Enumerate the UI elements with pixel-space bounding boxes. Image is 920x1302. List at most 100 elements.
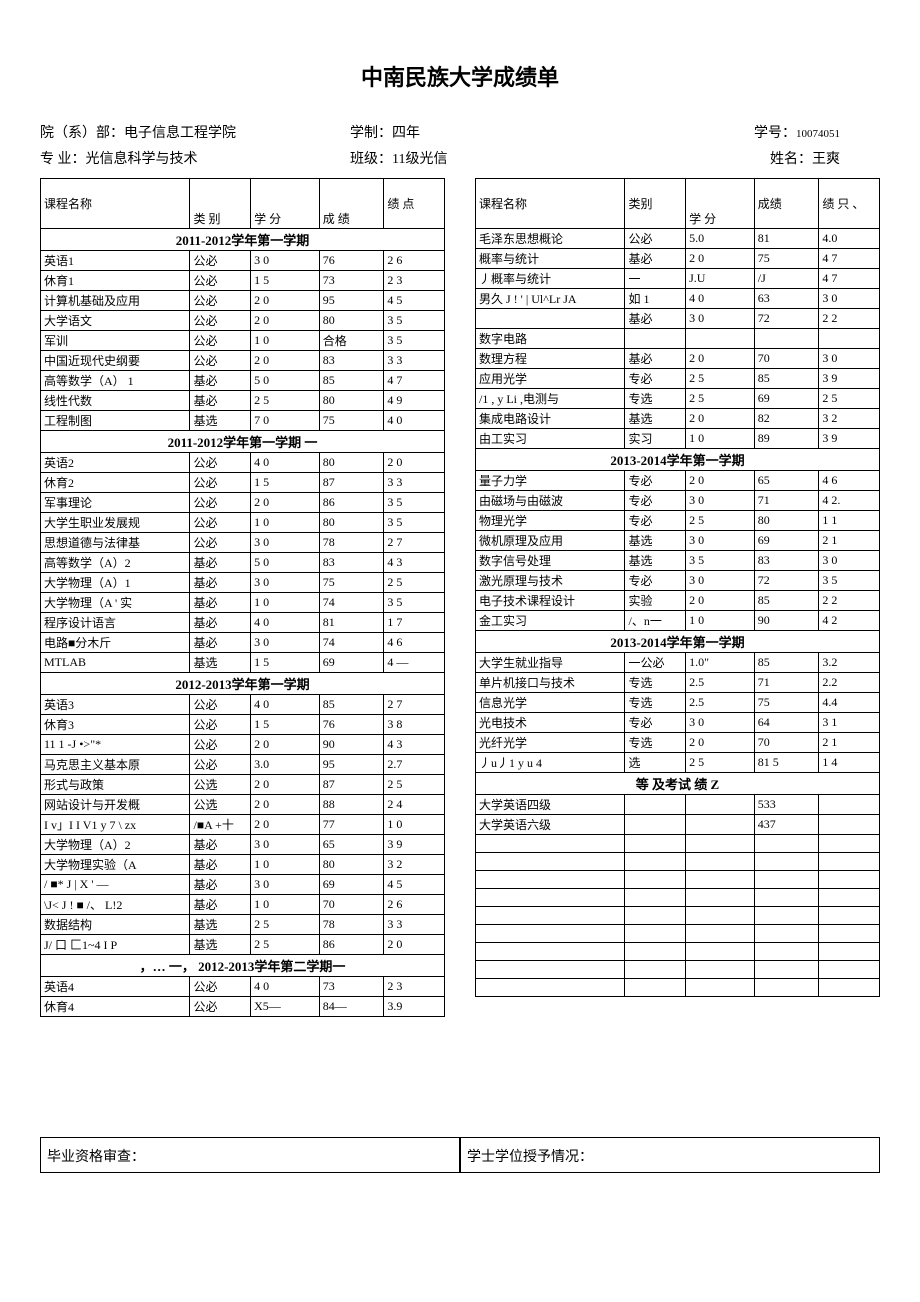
cell-course: 军事理论: [41, 493, 190, 513]
cell-type: 公必: [190, 271, 251, 291]
cell-score: 73: [319, 271, 384, 291]
cell-credit: 2 0: [686, 591, 755, 611]
cell-score: 85: [754, 369, 819, 389]
cell-credit: 3 0: [686, 571, 755, 591]
cell-course: 概率与统计: [476, 249, 625, 269]
cell-course: 由工实习: [476, 429, 625, 449]
cell-gpa: 3 5: [384, 513, 445, 533]
cell-credit: 2 0: [686, 471, 755, 491]
cell-type: 实验: [625, 591, 686, 611]
cell-course: 光电技术: [476, 713, 625, 733]
cell-score: [754, 889, 819, 907]
cell-type: [625, 871, 686, 889]
cell-course: / ■* J | X ' —: [41, 875, 190, 895]
cell-course: [476, 835, 625, 853]
cell-type: 基必: [190, 855, 251, 875]
cell-credit: [686, 961, 755, 979]
table-row: 休育3公必1 5763 8: [41, 715, 445, 735]
cell-type: 一: [625, 269, 686, 289]
table-row: 程序设计语言基必4 0811 7: [41, 613, 445, 633]
cell-type: 专选: [625, 693, 686, 713]
cell-course: 中国近现代史纲要: [41, 351, 190, 371]
th-type-r: 类别: [625, 179, 686, 229]
cell-score: 75: [754, 249, 819, 269]
cell-gpa: 2 5: [384, 573, 445, 593]
cell-type: 公必: [190, 695, 251, 715]
cell-course: 英语1: [41, 251, 190, 271]
cell-score: 80: [319, 513, 384, 533]
cell-course: 大学英语四级: [476, 795, 625, 815]
cell-course: I v」I I V1 y 7 \ zx: [41, 815, 190, 835]
cell-gpa: 4 6: [384, 633, 445, 653]
cell-score: [754, 853, 819, 871]
table-row: 集成电路设计基选2 0823 2: [476, 409, 880, 429]
cell-gpa: 2.2: [819, 673, 880, 693]
cell-score: 85: [754, 591, 819, 611]
cell-course: 电路■分木斤: [41, 633, 190, 653]
cell-score: 90: [319, 735, 384, 755]
cell-type: 实习: [625, 429, 686, 449]
cell-course: 休育2: [41, 473, 190, 493]
cell-course: MTLAB: [41, 653, 190, 673]
cell-score: 87: [319, 775, 384, 795]
table-row: 丿u丿1 y u 4选2 581 51 4: [476, 753, 880, 773]
cell-type: 基选: [190, 915, 251, 935]
cell-gpa: 2 6: [384, 895, 445, 915]
semester-header: 2011-2012学年第一学期 一: [41, 431, 445, 453]
cell-score: 87: [319, 473, 384, 493]
cell-gpa: [819, 329, 880, 349]
cell-gpa: 4 6: [819, 471, 880, 491]
table-row: 网站设计与开发概公选2 0882 4: [41, 795, 445, 815]
cell-score: 80: [319, 855, 384, 875]
cell-gpa: 3 3: [384, 915, 445, 935]
left-table: 课程名称 类 别 学 分 成 绩 绩 点 2011-2012学年第一学期英语1公…: [40, 178, 445, 1017]
cell-score: 83: [319, 553, 384, 573]
table-row: [476, 907, 880, 925]
cell-credit: 3 0: [251, 633, 320, 653]
cell-gpa: 3 9: [384, 835, 445, 855]
cell-credit: 2 0: [251, 291, 320, 311]
cell-credit: 4 0: [686, 289, 755, 309]
cell-type: 基必: [625, 309, 686, 329]
table-row: 工程制图基选7 0754 0: [41, 411, 445, 431]
cell-score: 72: [754, 571, 819, 591]
cell-score: 80: [319, 453, 384, 473]
cell-credit: [686, 979, 755, 997]
table-row: 线性代数基必2 5804 9: [41, 391, 445, 411]
name-label: 姓名：: [770, 152, 812, 167]
cell-score: 84—: [319, 997, 384, 1017]
footer: 毕业资格审查： 学士学位授予情况：: [40, 1137, 880, 1173]
cell-credit: 2 0: [686, 733, 755, 753]
cell-credit: 5.0: [686, 229, 755, 249]
cell-score: /J: [754, 269, 819, 289]
cell-gpa: 4 2: [819, 611, 880, 631]
cell-type: /、n一: [625, 611, 686, 631]
cell-credit: 2 5: [251, 391, 320, 411]
cell-credit: [686, 871, 755, 889]
table-row: /1 , y Li ,电测与专选2 5692 5: [476, 389, 880, 409]
cell-course: 网站设计与开发概: [41, 795, 190, 815]
cell-type: 公必: [190, 755, 251, 775]
cell-gpa: 3 0: [819, 349, 880, 369]
cell-score: [754, 835, 819, 853]
cell-credit: 1 0: [251, 331, 320, 351]
major-value: 光信息科学与技术: [86, 152, 198, 167]
footer-right: 学士学位授予情况：: [460, 1137, 880, 1173]
cell-credit: 1 0: [251, 895, 320, 915]
cell-credit: 2 5: [686, 369, 755, 389]
cell-type: 公选: [190, 795, 251, 815]
cell-score: [754, 925, 819, 943]
cell-course: 休育1: [41, 271, 190, 291]
duration-value: 四年: [392, 126, 420, 141]
table-row: 电子技术课程设计实验2 0852 2: [476, 591, 880, 611]
table-row: 11 1 -J •>"*公必2 0904 3: [41, 735, 445, 755]
semester-header-row: ，… 一， 2012-2013学年第二学期一: [41, 955, 445, 977]
table-row: 高等数学（A）2基必5 0834 3: [41, 553, 445, 573]
cell-type: 基必: [190, 593, 251, 613]
cell-score: 75: [319, 573, 384, 593]
cell-credit: 7 0: [251, 411, 320, 431]
cell-score: 85: [319, 695, 384, 715]
cell-gpa: 2 0: [384, 453, 445, 473]
cell-credit: 4 0: [251, 695, 320, 715]
cell-type: 公必: [190, 513, 251, 533]
